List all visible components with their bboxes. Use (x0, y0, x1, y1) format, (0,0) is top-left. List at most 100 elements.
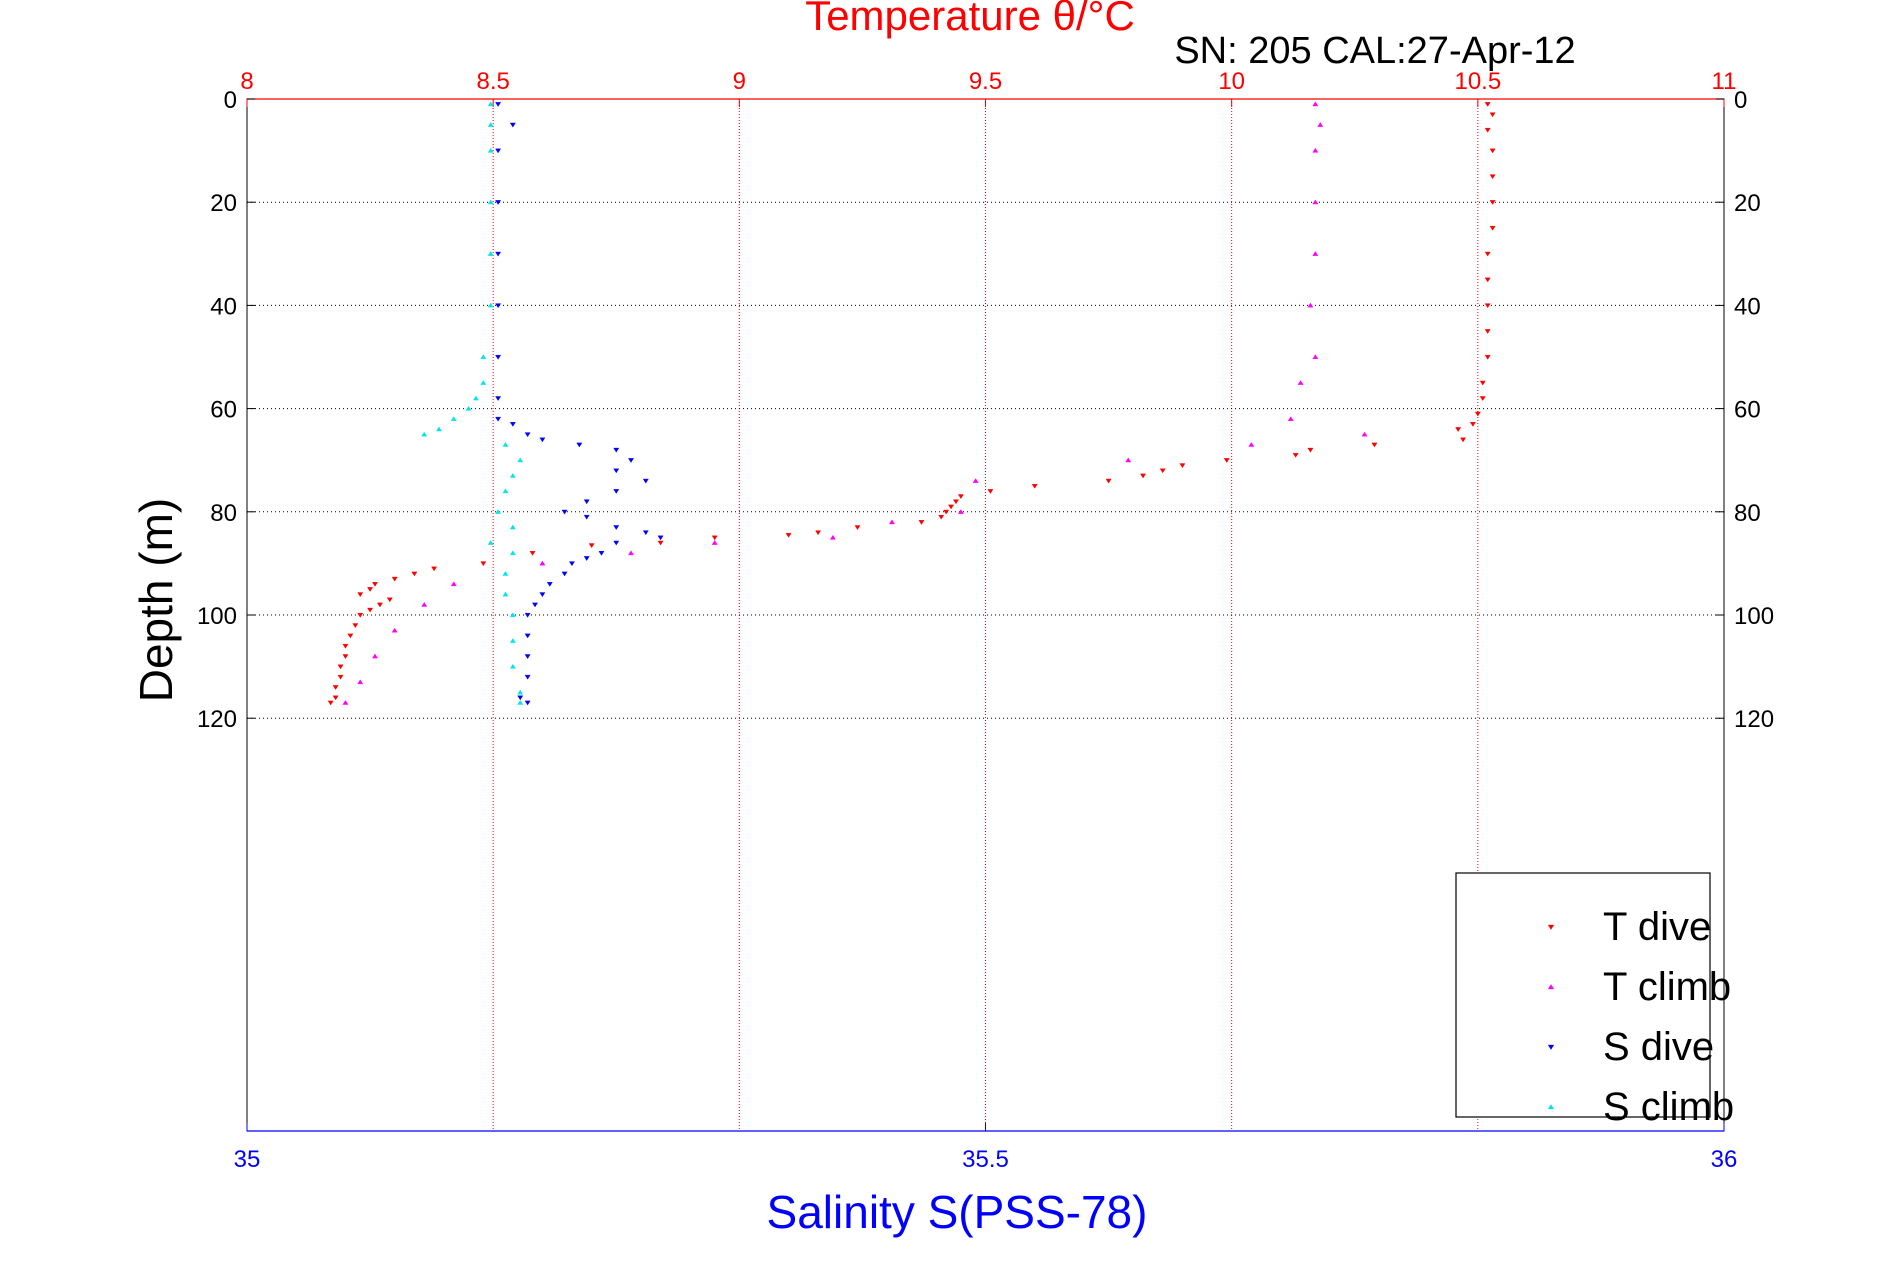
data-point (495, 251, 502, 257)
data-point (948, 504, 954, 510)
data-point (1312, 199, 1319, 205)
data-point (502, 571, 509, 576)
data-point (1248, 442, 1255, 447)
data-point (495, 396, 502, 401)
data-point (957, 494, 964, 500)
legend-marker (1547, 984, 1555, 990)
data-point (711, 540, 718, 545)
data-point (1484, 277, 1491, 283)
data-point (391, 627, 398, 633)
data-point (561, 509, 568, 515)
data-point (1489, 112, 1496, 118)
data-point (938, 514, 945, 520)
data-point (1474, 411, 1481, 417)
chart-title: Temperature θ/°C (805, 0, 1135, 39)
data-point (1361, 431, 1368, 437)
data-point (1307, 447, 1314, 453)
data-point (539, 592, 546, 598)
data-point (357, 612, 364, 618)
legend-marker (1547, 924, 1555, 930)
data-point (487, 540, 494, 545)
data-point (1312, 101, 1319, 107)
data-point (1469, 422, 1476, 427)
bottom-tick-label: 36 (1711, 1146, 1738, 1173)
top-tick-label: 10.5 (1454, 68, 1501, 95)
right-tick-label: 20 (1734, 190, 1761, 217)
data-point (785, 533, 792, 538)
data-points (327, 101, 1496, 706)
data-point (367, 587, 374, 592)
data-point (502, 488, 509, 494)
data-point (854, 525, 861, 530)
data-point (509, 638, 516, 643)
data-point (509, 550, 516, 556)
top-tick-label: 8 (240, 68, 253, 95)
data-point (436, 426, 442, 432)
data-point (509, 612, 516, 618)
data-point (342, 700, 349, 705)
data-point (1460, 437, 1467, 443)
data-point (1455, 427, 1462, 432)
data-point (495, 509, 502, 514)
data-point (502, 591, 509, 597)
data-point (1312, 354, 1319, 360)
data-point (1484, 329, 1491, 334)
data-point (657, 535, 664, 541)
data-point (583, 514, 590, 520)
data-point (1312, 147, 1319, 153)
data-point (546, 582, 553, 587)
data-point (613, 468, 620, 474)
data-point (613, 447, 620, 453)
data-point (509, 472, 516, 478)
data-point (524, 654, 531, 659)
data-point (583, 556, 590, 561)
left-tick-label: 120 (197, 706, 237, 733)
data-point (487, 101, 494, 107)
bottom-tick-label: 35 (234, 1146, 261, 1173)
data-point (495, 303, 502, 309)
data-point (517, 700, 524, 705)
data-point (598, 551, 605, 556)
legend-marker (1547, 1104, 1555, 1110)
data-point (372, 582, 378, 587)
data-point (539, 437, 546, 443)
axis-ticks: 8 8.5 9 9.5 10 10.5 11 35 35.5 36 0 0 20 20 40 40 60 60 80… (197, 68, 1774, 1173)
data-point (342, 654, 349, 659)
right-tick-label: 80 (1734, 500, 1761, 527)
top-tick-label: 9 (733, 68, 746, 95)
data-point (1489, 174, 1496, 180)
data-point (952, 499, 959, 505)
data-point (509, 524, 516, 530)
left-tick-label: 80 (210, 500, 237, 527)
data-point (450, 416, 457, 421)
data-point (487, 147, 494, 153)
data-point (411, 571, 418, 577)
data-point (1371, 442, 1378, 448)
x-axis-label: Salinity S(PSS-78) (767, 1186, 1148, 1238)
data-point (509, 122, 516, 128)
left-tick-label: 40 (210, 293, 237, 320)
data-point (502, 442, 509, 447)
data-point (815, 530, 822, 536)
data-point (495, 354, 502, 360)
y-axis-label: Depth (m) (130, 498, 182, 702)
data-point (524, 674, 531, 680)
data-point (372, 653, 378, 659)
data-point (472, 395, 479, 401)
data-point (337, 674, 344, 680)
data-point (532, 602, 538, 608)
data-point (1484, 251, 1491, 257)
legend-box (1455, 872, 1711, 1118)
data-point (1223, 458, 1230, 463)
data-point (588, 543, 595, 549)
data-point (524, 700, 531, 706)
data-point (495, 200, 502, 205)
right-tick-label: 60 (1734, 397, 1761, 424)
data-point (943, 509, 950, 515)
data-point (972, 478, 979, 483)
data-point (524, 612, 531, 618)
data-point (576, 442, 583, 448)
top-tick-label: 9.5 (969, 68, 1002, 95)
data-point (1479, 396, 1486, 401)
